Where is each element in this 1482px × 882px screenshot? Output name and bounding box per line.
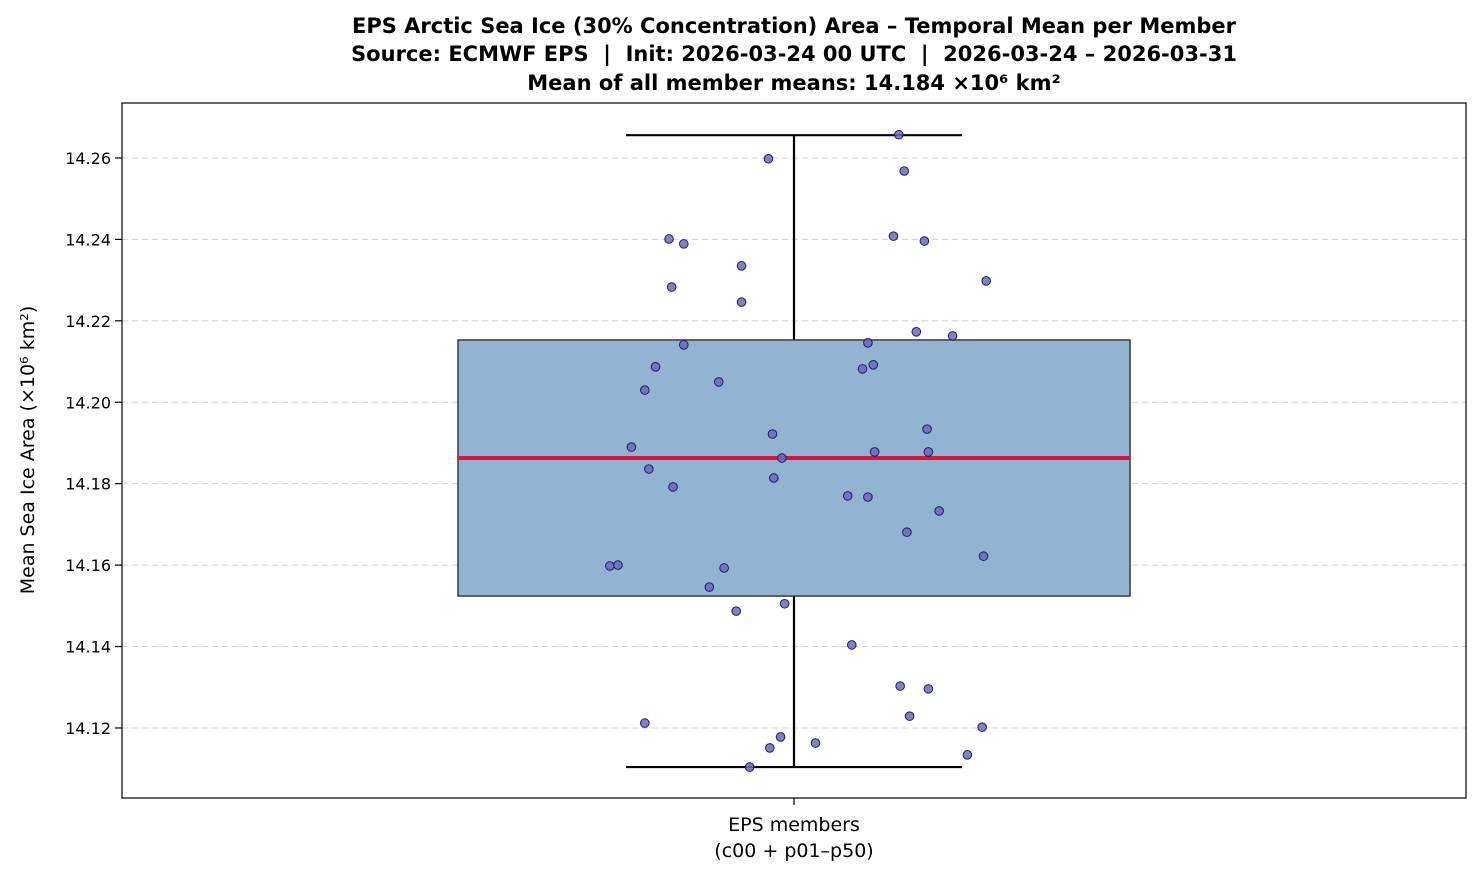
y-tick-label: 14.22 [65,312,111,331]
member-point [922,424,932,434]
chart-title-line-2: Source: ECMWF EPS | Init: 2026-03-24 00 … [351,42,1237,67]
y-axis: 14.12 14.14 14.16 14.18 14.20 14.22 14.24 14.26 [65,149,122,738]
y-tick-label: 14.18 [65,475,111,494]
member-point [765,743,775,753]
member-point [863,492,873,502]
member-point [923,447,934,457]
member-point [668,482,678,492]
member-point [923,684,934,694]
member-point [868,359,879,370]
y-tick-label: 14.16 [65,556,111,575]
member-point [846,640,857,650]
member-point [911,327,922,337]
member-point [713,377,724,387]
member-point [962,750,973,760]
member-point [605,561,615,571]
member-point [744,762,755,772]
member-point [736,297,747,307]
chart-title-line-1: EPS Arctic Sea Ice (30% Concentration) A… [352,14,1237,38]
member-point [626,442,637,452]
member-point [894,129,904,140]
member-point [934,506,944,516]
member-point [810,738,821,748]
y-tick-label: 14.20 [65,393,111,412]
y-tick-label: 14.24 [65,230,111,249]
x-axis-label-line-1: EPS members [728,814,860,836]
chart-title-line-3: Mean of all member means: 14.184 ×10⁶ km… [527,71,1060,95]
member-point [644,464,654,474]
member-point [902,527,912,537]
member-point [899,166,910,176]
member-point [888,231,899,241]
member-point [678,340,689,350]
member-point [869,447,880,457]
member-point [895,681,905,691]
member-point [666,282,677,292]
member-point [736,261,747,271]
member-point [704,582,715,592]
member-point [769,473,779,483]
box-group [457,134,1131,769]
member-point [719,563,729,573]
y-axis-label: Mean Sea Ice Area (×10⁶ km²) [17,306,39,595]
member-point [842,491,853,501]
member-point [640,385,650,395]
member-point [777,453,787,463]
iqr-box [457,339,1131,597]
member-point [779,598,790,609]
member-point [763,153,774,164]
member-point [904,711,915,721]
member-point [650,362,661,372]
y-tick-label: 14.14 [65,638,111,657]
member-point [919,236,930,246]
y-tick-label: 14.26 [65,149,111,168]
member-point [857,364,868,374]
member-point [613,560,623,570]
member-point [775,732,786,742]
y-tick-label: 14.12 [65,719,111,738]
member-point [640,718,650,728]
member-point [863,338,873,348]
member-point [978,551,989,561]
member-point [767,429,778,439]
x-axis-label-line-2: (c00 + p01–p50) [714,840,873,862]
member-point [977,722,987,732]
member-point [981,276,991,286]
member-point [947,331,958,341]
member-point [678,239,689,249]
member-point [664,234,674,244]
member-point [731,606,742,616]
points-group [605,129,991,772]
